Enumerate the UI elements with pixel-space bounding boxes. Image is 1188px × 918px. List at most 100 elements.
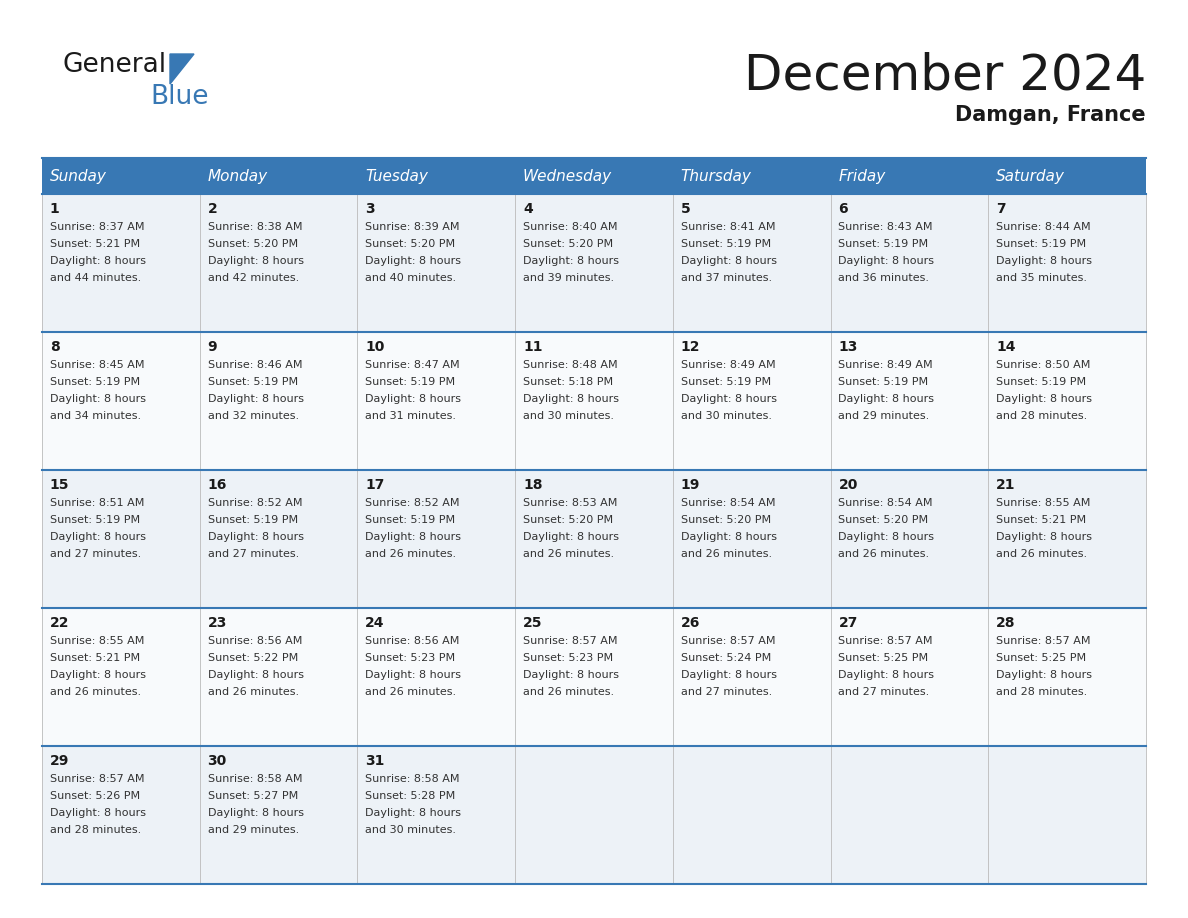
Text: and 26 minutes.: and 26 minutes. xyxy=(366,549,456,559)
Bar xyxy=(358,470,516,608)
Text: Sunset: 5:23 PM: Sunset: 5:23 PM xyxy=(523,653,613,663)
Text: Sunset: 5:19 PM: Sunset: 5:19 PM xyxy=(681,377,771,387)
Bar xyxy=(988,470,1146,608)
Text: and 30 minutes.: and 30 minutes. xyxy=(681,411,772,421)
Text: 14: 14 xyxy=(997,340,1016,354)
Text: and 40 minutes.: and 40 minutes. xyxy=(366,273,456,283)
Text: 5: 5 xyxy=(681,202,690,216)
Bar xyxy=(358,746,516,884)
Text: and 31 minutes.: and 31 minutes. xyxy=(366,411,456,421)
Text: and 29 minutes.: and 29 minutes. xyxy=(839,411,930,421)
Text: Sunset: 5:19 PM: Sunset: 5:19 PM xyxy=(997,239,1086,249)
Text: 30: 30 xyxy=(208,754,227,768)
Bar xyxy=(830,470,988,608)
Text: Sunset: 5:24 PM: Sunset: 5:24 PM xyxy=(681,653,771,663)
Bar xyxy=(200,470,358,608)
Text: Daylight: 8 hours: Daylight: 8 hours xyxy=(50,670,146,680)
Text: Daylight: 8 hours: Daylight: 8 hours xyxy=(839,394,935,404)
Text: 28: 28 xyxy=(997,616,1016,630)
Text: Sunrise: 8:38 AM: Sunrise: 8:38 AM xyxy=(208,222,302,232)
Text: and 30 minutes.: and 30 minutes. xyxy=(523,411,614,421)
Bar xyxy=(42,158,200,194)
Bar xyxy=(516,746,672,884)
Bar xyxy=(516,194,672,332)
Text: and 26 minutes.: and 26 minutes. xyxy=(366,687,456,697)
Bar xyxy=(830,194,988,332)
Text: Sunset: 5:20 PM: Sunset: 5:20 PM xyxy=(523,515,613,525)
Text: Sunset: 5:28 PM: Sunset: 5:28 PM xyxy=(366,791,455,801)
Bar xyxy=(830,746,988,884)
Text: Sunrise: 8:52 AM: Sunrise: 8:52 AM xyxy=(366,498,460,508)
Text: Sunset: 5:20 PM: Sunset: 5:20 PM xyxy=(839,515,929,525)
Text: and 26 minutes.: and 26 minutes. xyxy=(839,549,929,559)
Text: 2: 2 xyxy=(208,202,217,216)
Bar xyxy=(988,158,1146,194)
Text: Daylight: 8 hours: Daylight: 8 hours xyxy=(997,256,1092,266)
Text: and 36 minutes.: and 36 minutes. xyxy=(839,273,929,283)
Text: Damgan, France: Damgan, France xyxy=(955,105,1146,125)
Text: Sunset: 5:19 PM: Sunset: 5:19 PM xyxy=(208,515,298,525)
Text: Daylight: 8 hours: Daylight: 8 hours xyxy=(997,394,1092,404)
Bar xyxy=(988,608,1146,746)
Text: Sunrise: 8:48 AM: Sunrise: 8:48 AM xyxy=(523,360,618,370)
Text: Daylight: 8 hours: Daylight: 8 hours xyxy=(523,256,619,266)
Text: Sunrise: 8:39 AM: Sunrise: 8:39 AM xyxy=(366,222,460,232)
Text: Wednesday: Wednesday xyxy=(523,169,612,184)
Bar xyxy=(42,194,200,332)
Text: Sunset: 5:22 PM: Sunset: 5:22 PM xyxy=(208,653,298,663)
Text: Sunrise: 8:57 AM: Sunrise: 8:57 AM xyxy=(523,636,618,646)
Bar xyxy=(200,332,358,470)
Text: Daylight: 8 hours: Daylight: 8 hours xyxy=(208,394,304,404)
Bar xyxy=(516,158,672,194)
Text: and 27 minutes.: and 27 minutes. xyxy=(208,549,299,559)
Text: Blue: Blue xyxy=(150,84,209,110)
Text: Daylight: 8 hours: Daylight: 8 hours xyxy=(366,394,461,404)
Text: 9: 9 xyxy=(208,340,217,354)
Text: 10: 10 xyxy=(366,340,385,354)
Text: Daylight: 8 hours: Daylight: 8 hours xyxy=(523,670,619,680)
Text: General: General xyxy=(62,52,166,78)
Text: Sunset: 5:20 PM: Sunset: 5:20 PM xyxy=(366,239,455,249)
Text: Sunrise: 8:57 AM: Sunrise: 8:57 AM xyxy=(50,774,145,784)
Text: 13: 13 xyxy=(839,340,858,354)
Text: and 35 minutes.: and 35 minutes. xyxy=(997,273,1087,283)
Text: Sunrise: 8:58 AM: Sunrise: 8:58 AM xyxy=(366,774,460,784)
Text: Daylight: 8 hours: Daylight: 8 hours xyxy=(50,808,146,818)
Text: 24: 24 xyxy=(366,616,385,630)
Text: Sunrise: 8:47 AM: Sunrise: 8:47 AM xyxy=(366,360,460,370)
Text: 12: 12 xyxy=(681,340,700,354)
Bar xyxy=(516,470,672,608)
Bar xyxy=(200,746,358,884)
Text: Sunrise: 8:55 AM: Sunrise: 8:55 AM xyxy=(997,498,1091,508)
Text: 3: 3 xyxy=(366,202,375,216)
Text: Daylight: 8 hours: Daylight: 8 hours xyxy=(208,808,304,818)
Text: and 28 minutes.: and 28 minutes. xyxy=(997,411,1087,421)
Text: Sunset: 5:25 PM: Sunset: 5:25 PM xyxy=(839,653,929,663)
Text: and 27 minutes.: and 27 minutes. xyxy=(681,687,772,697)
Text: Daylight: 8 hours: Daylight: 8 hours xyxy=(208,532,304,542)
Text: 25: 25 xyxy=(523,616,543,630)
Bar xyxy=(42,332,200,470)
Text: Sunrise: 8:45 AM: Sunrise: 8:45 AM xyxy=(50,360,145,370)
Bar xyxy=(672,332,830,470)
Bar xyxy=(200,194,358,332)
Text: 29: 29 xyxy=(50,754,69,768)
Bar xyxy=(830,332,988,470)
Text: Sunrise: 8:56 AM: Sunrise: 8:56 AM xyxy=(208,636,302,646)
Text: Daylight: 8 hours: Daylight: 8 hours xyxy=(366,808,461,818)
Text: Daylight: 8 hours: Daylight: 8 hours xyxy=(681,394,777,404)
Text: Sunrise: 8:46 AM: Sunrise: 8:46 AM xyxy=(208,360,302,370)
Text: 22: 22 xyxy=(50,616,69,630)
Text: 20: 20 xyxy=(839,478,858,492)
Text: December 2024: December 2024 xyxy=(744,52,1146,100)
Text: Sunrise: 8:37 AM: Sunrise: 8:37 AM xyxy=(50,222,145,232)
Text: Sunrise: 8:54 AM: Sunrise: 8:54 AM xyxy=(839,498,933,508)
Text: Sunset: 5:19 PM: Sunset: 5:19 PM xyxy=(839,239,929,249)
Text: Daylight: 8 hours: Daylight: 8 hours xyxy=(366,256,461,266)
Text: Sunset: 5:26 PM: Sunset: 5:26 PM xyxy=(50,791,140,801)
Bar xyxy=(42,746,200,884)
Text: 4: 4 xyxy=(523,202,532,216)
Text: 31: 31 xyxy=(366,754,385,768)
Text: Sunrise: 8:55 AM: Sunrise: 8:55 AM xyxy=(50,636,144,646)
Text: and 27 minutes.: and 27 minutes. xyxy=(839,687,930,697)
